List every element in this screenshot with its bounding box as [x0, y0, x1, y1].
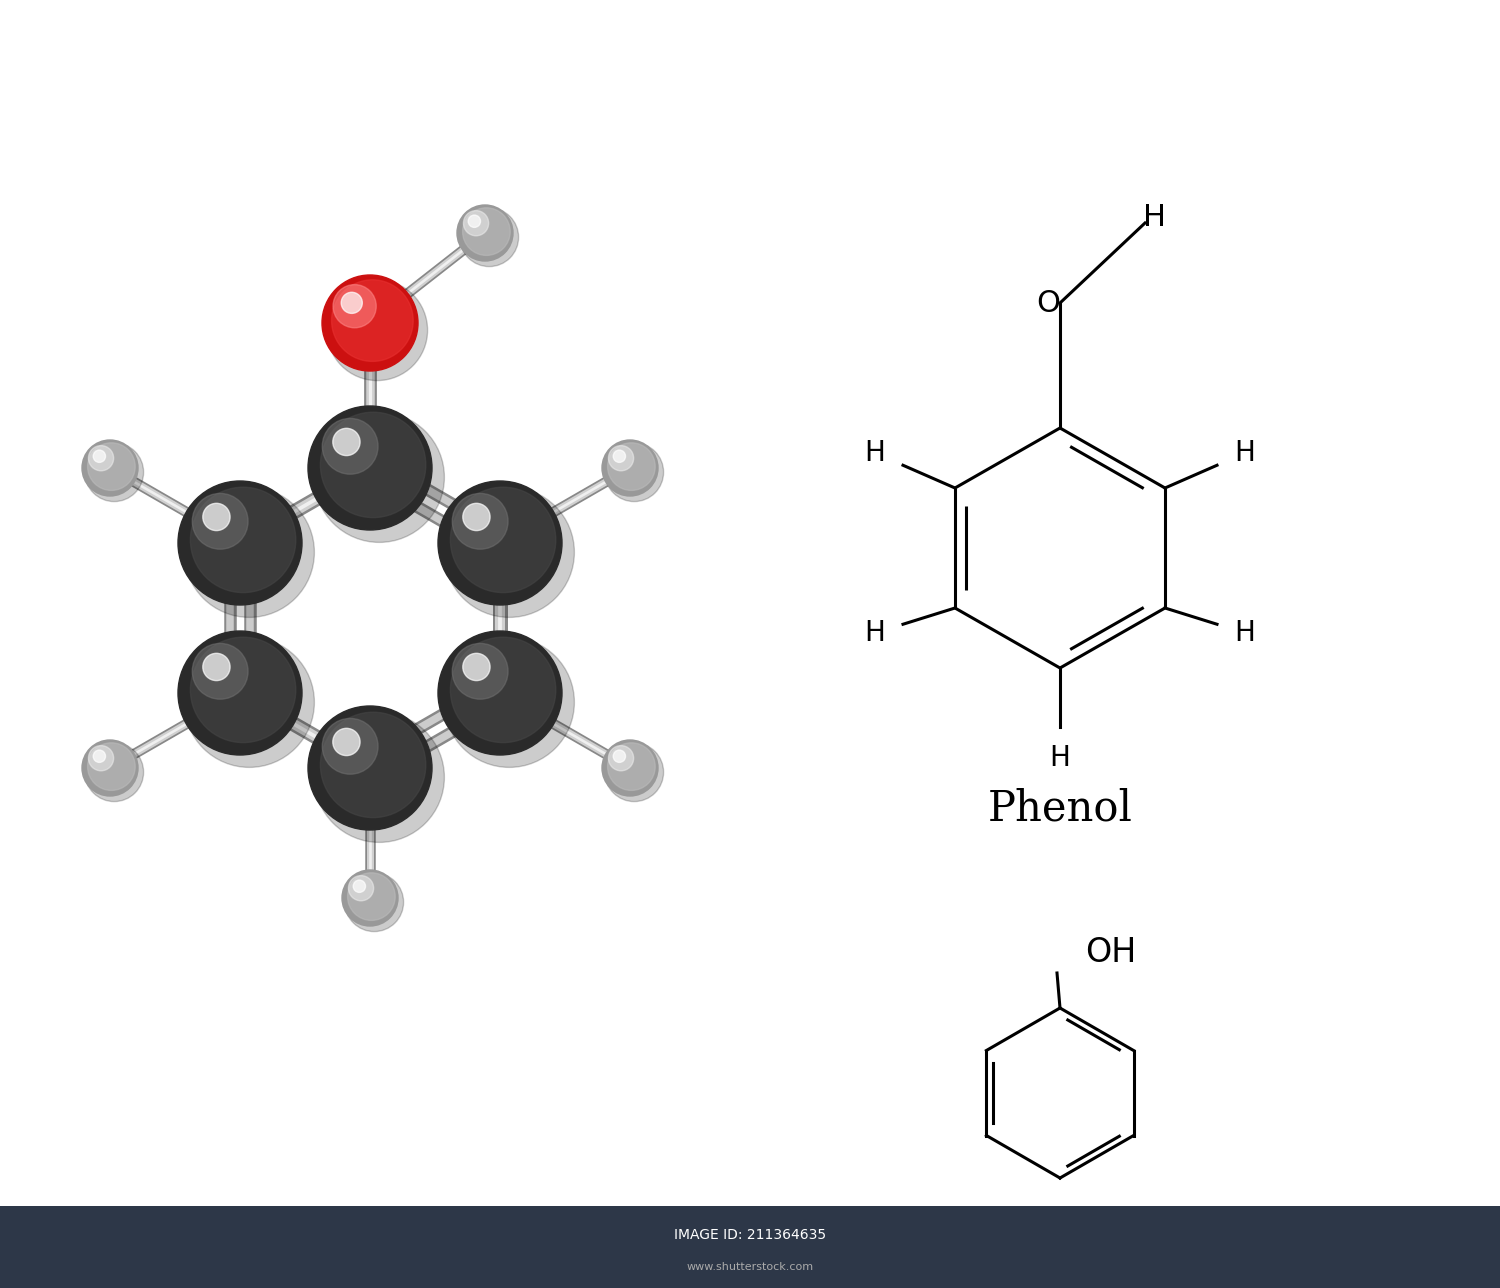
Circle shape	[87, 743, 135, 791]
Circle shape	[88, 746, 114, 770]
Circle shape	[87, 443, 135, 491]
Circle shape	[464, 504, 490, 531]
FancyBboxPatch shape	[0, 1206, 1500, 1288]
Circle shape	[178, 480, 302, 605]
Circle shape	[190, 638, 296, 743]
Circle shape	[333, 728, 360, 756]
Circle shape	[184, 487, 315, 617]
Circle shape	[342, 869, 398, 926]
Circle shape	[93, 450, 105, 462]
Text: www.shutterstock.com: www.shutterstock.com	[687, 1262, 813, 1273]
Circle shape	[348, 876, 374, 900]
Circle shape	[327, 279, 427, 380]
Circle shape	[345, 873, 404, 931]
Circle shape	[192, 644, 248, 699]
Circle shape	[322, 719, 378, 774]
Circle shape	[608, 443, 656, 491]
Circle shape	[88, 446, 114, 471]
Circle shape	[93, 750, 105, 762]
Circle shape	[322, 276, 419, 371]
Text: H: H	[1234, 620, 1256, 647]
Circle shape	[450, 487, 556, 592]
Text: H: H	[1234, 439, 1256, 468]
Circle shape	[453, 644, 509, 699]
Circle shape	[458, 205, 513, 261]
Circle shape	[614, 750, 626, 762]
Text: OH: OH	[1084, 936, 1137, 970]
Circle shape	[609, 746, 633, 770]
Circle shape	[333, 285, 376, 328]
Circle shape	[314, 412, 444, 542]
Circle shape	[184, 638, 315, 768]
Circle shape	[602, 741, 658, 796]
Circle shape	[464, 211, 489, 236]
Text: H: H	[864, 439, 885, 468]
Circle shape	[464, 653, 490, 680]
Circle shape	[321, 712, 426, 818]
Circle shape	[192, 493, 248, 549]
Circle shape	[604, 743, 663, 801]
Circle shape	[348, 873, 394, 921]
Text: IMAGE ID: 211364635: IMAGE ID: 211364635	[674, 1227, 826, 1242]
Circle shape	[332, 279, 412, 362]
Circle shape	[340, 292, 363, 313]
Circle shape	[438, 631, 562, 755]
Circle shape	[86, 443, 144, 501]
Circle shape	[460, 207, 519, 267]
Circle shape	[602, 440, 658, 496]
Circle shape	[82, 440, 138, 496]
Circle shape	[202, 504, 229, 531]
Circle shape	[444, 638, 574, 768]
Circle shape	[604, 443, 663, 501]
Text: O: O	[1036, 289, 1060, 318]
Circle shape	[308, 406, 432, 529]
Circle shape	[608, 743, 656, 791]
Circle shape	[314, 712, 444, 842]
Circle shape	[352, 880, 366, 893]
Circle shape	[86, 743, 144, 801]
Circle shape	[190, 487, 296, 592]
Circle shape	[453, 493, 509, 549]
Circle shape	[178, 631, 302, 755]
Circle shape	[614, 450, 626, 462]
Circle shape	[308, 706, 432, 829]
Circle shape	[609, 446, 633, 471]
Circle shape	[82, 741, 138, 796]
Circle shape	[438, 480, 562, 605]
Circle shape	[322, 419, 378, 474]
Text: H: H	[864, 620, 885, 647]
Text: H: H	[1050, 744, 1071, 772]
Circle shape	[444, 487, 574, 617]
Text: Phenol: Phenol	[987, 787, 1132, 829]
Circle shape	[333, 429, 360, 456]
Text: H: H	[1143, 204, 1167, 233]
Circle shape	[450, 638, 556, 743]
Circle shape	[321, 412, 426, 518]
Circle shape	[468, 215, 480, 228]
Circle shape	[202, 653, 229, 680]
Circle shape	[462, 207, 510, 255]
